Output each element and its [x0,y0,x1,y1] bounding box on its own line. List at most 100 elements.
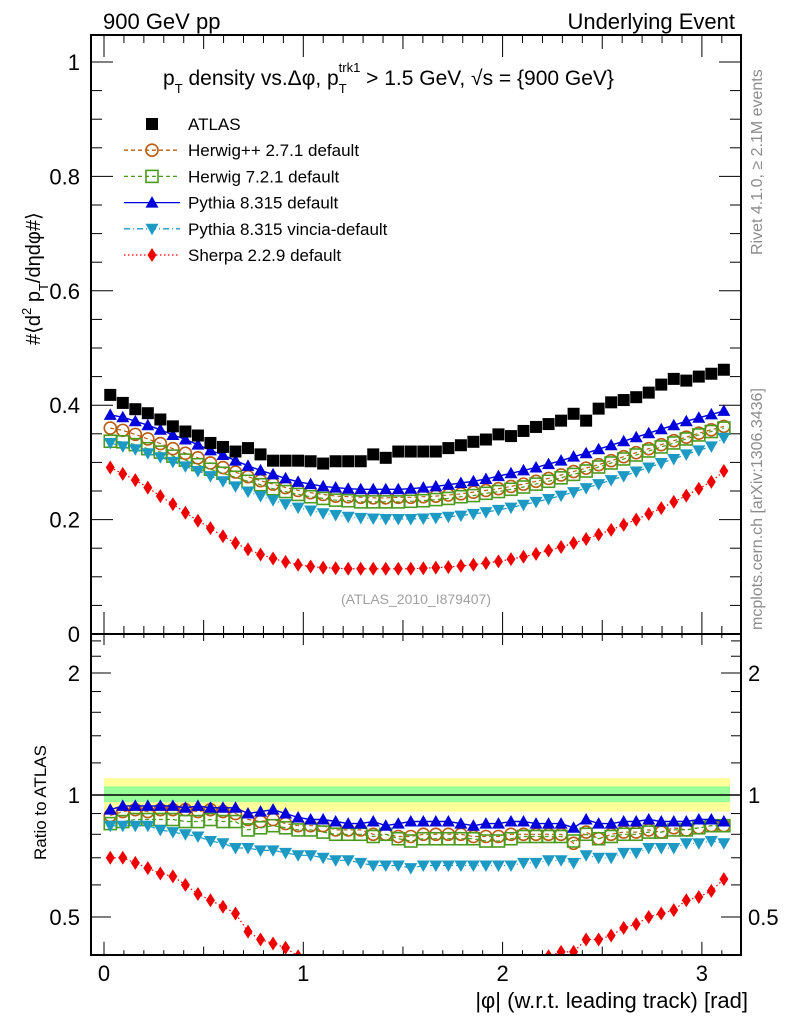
data-point [291,810,305,823]
data-point [592,852,606,865]
data-point [706,474,716,489]
legend-marker [147,248,157,262]
data-point [504,479,518,494]
data-point [241,842,255,855]
data-point [341,511,355,524]
data-point [279,499,293,511]
data-point [594,932,604,947]
data-point [381,561,391,576]
data-point [592,479,606,491]
data-point [441,511,455,524]
data-point [441,860,455,872]
header-right-label: Underlying Event [567,9,735,34]
data-point [416,815,430,827]
data-point [294,949,302,955]
data-point [242,442,255,455]
data-point [556,944,566,955]
series-pythia-8-315-default [103,404,731,495]
data-point [479,860,493,872]
data-point [456,558,466,573]
legend-label: Herwig 7.2.1 default [188,167,339,186]
data-point [203,471,217,483]
data-point [604,438,618,451]
data-point [506,552,516,567]
data-point [329,855,343,867]
data-point [154,413,167,426]
data-point [544,543,554,558]
data-point [266,467,280,480]
ratio-ytick-label-right: 1 [748,783,760,808]
data-point [567,857,581,870]
data-point [103,437,117,450]
data-point [128,820,142,833]
data-point [130,473,140,488]
data-point [141,407,154,420]
title-energy: = {900 GeV} [493,67,614,90]
data-point [228,842,242,855]
data-point [354,512,368,525]
x-axis-label: |φ| (w.r.t. leading track) [rad] [475,988,748,1013]
data-point [669,903,679,918]
data-point [141,418,155,431]
data-point [454,510,468,523]
data-point [443,560,453,575]
data-point [118,466,128,481]
data-point [654,457,668,470]
data-point [368,561,378,576]
data-point [404,815,418,827]
data-point [103,421,118,435]
data-point [580,414,593,427]
data-point [404,514,418,526]
data-point [566,467,581,482]
data-point [491,860,505,872]
data-point [316,508,330,520]
data-point [216,838,230,850]
data-point [442,442,455,455]
data-point [656,906,666,921]
mcplots-label: mcplots.cern.ch [arXiv:1306.3436] [749,388,766,630]
data-point [118,850,128,865]
legend-marker [145,196,159,208]
data-point [203,801,217,813]
data-point [331,561,341,576]
data-point [644,910,654,924]
data-point [216,476,230,488]
data-point [343,561,353,576]
data-point [129,403,142,416]
data-point [116,396,129,409]
data-point [466,474,480,487]
legend: ATLAS Herwig++ 2.7.1 default Herwig 7.2.1 … [124,115,388,265]
data-point [191,831,205,843]
ratio-ytick-label-right: 0.5 [748,905,779,930]
ylabel-sup: 2 [19,308,34,315]
data-point [216,801,230,813]
data-point [704,836,718,848]
data-point [342,455,355,468]
data-point [391,860,405,872]
data-point [406,561,416,576]
data-point [241,459,255,471]
data-point [243,542,253,557]
main-ytick-label: 0 [68,622,80,647]
data-point [655,378,668,391]
data-point [292,454,305,467]
data-point [153,824,167,837]
data-point [530,420,543,433]
data-point [667,418,681,431]
data-point [254,491,268,503]
data-point [304,455,317,468]
data-point [318,560,328,575]
ratio-ytick-label-right: 2 [748,661,760,686]
data-point [254,805,268,817]
data-point [266,845,280,857]
data-point [605,396,618,409]
data-point [667,815,681,827]
data-point [128,414,142,427]
data-point [617,847,631,860]
main-ylabel: #⟨d2 pT/dηdφ#⟩ [19,212,51,345]
data-point [516,463,530,476]
data-point [679,838,693,850]
data-point [642,426,656,439]
title-sub-T: T [175,81,183,96]
